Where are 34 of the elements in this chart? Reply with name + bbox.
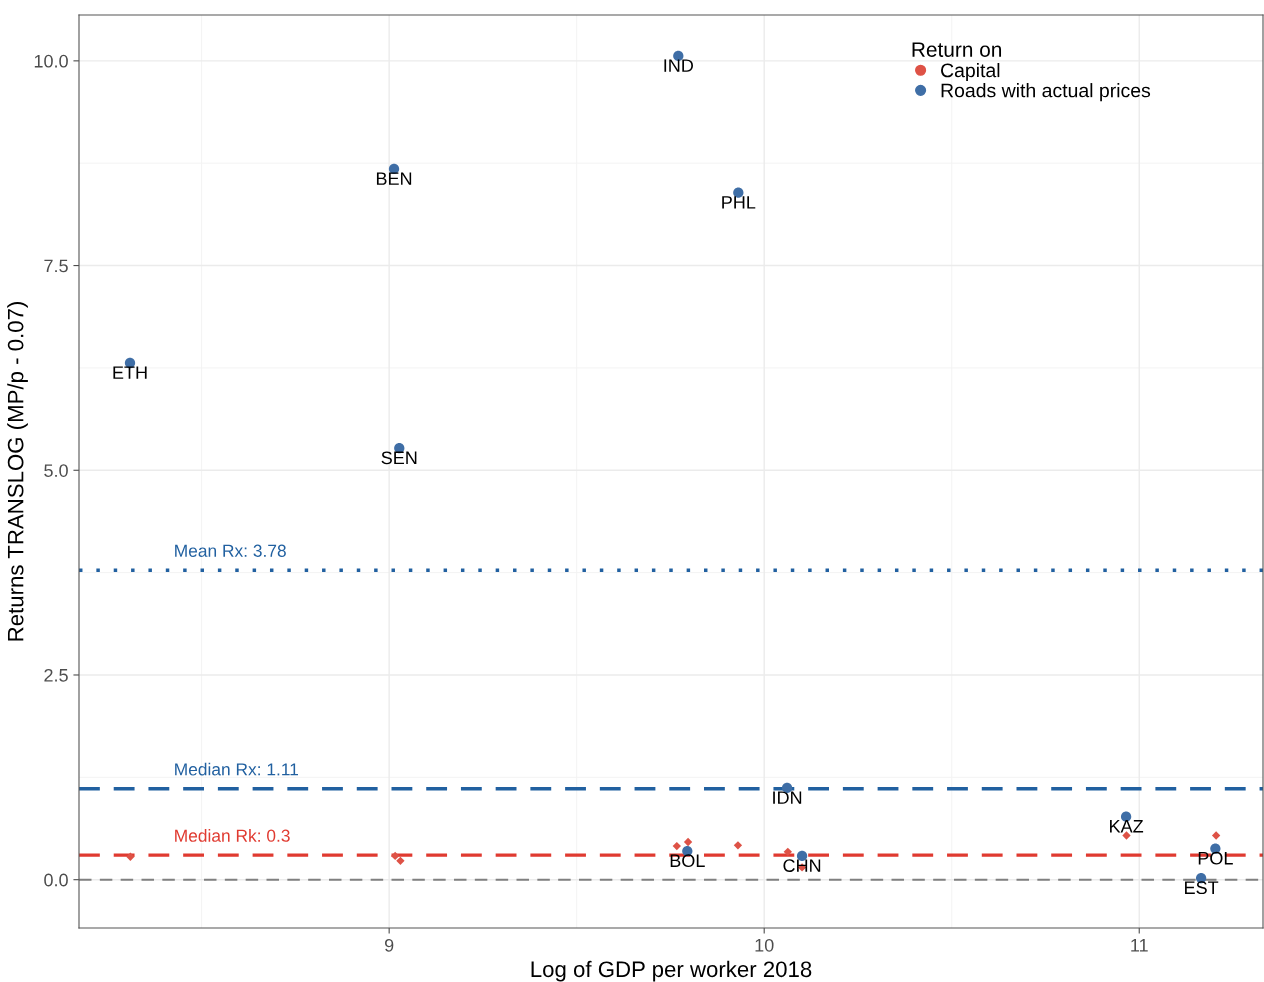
point — [783, 847, 792, 857]
annotation: PHL — [722, 196, 756, 209]
annotation: SEN — [381, 451, 417, 465]
ref-line-label: Median Rk: 0.3 — [175, 829, 290, 842]
annotation: BOL — [670, 854, 705, 868]
annotation: IND — [664, 59, 693, 72]
annotation: CHN — [783, 859, 821, 872]
annotation: IDN — [773, 791, 802, 804]
x-axis-title: Log of GDP per worker 2018 — [531, 960, 812, 982]
y-tick-label: 10.0 — [34, 54, 68, 68]
annotation: ETH — [113, 366, 147, 379]
annotation: BEN — [376, 172, 412, 185]
legend-label: Capital — [941, 63, 1000, 82]
ref-line-label: Median Rx: 1.11 — [175, 762, 299, 776]
x-tick-label: 10 — [755, 938, 774, 952]
x-tick-label: 9 — [384, 938, 394, 952]
annotation: KAZ — [1110, 820, 1144, 833]
ref-line-label: Mean Rx: 3.78 — [175, 544, 286, 557]
y-tick-label: 5.0 — [44, 464, 68, 477]
point — [672, 841, 681, 851]
annotation: EST — [1185, 881, 1219, 895]
point — [390, 851, 400, 861]
point — [683, 837, 693, 847]
legend-title: Return on — [912, 42, 1002, 57]
y-axis-title: Returns TRANSLOG (MP/p - 0.07) — [7, 302, 28, 641]
legend-label: Roads with actual prices — [941, 83, 1151, 102]
y-tick-label: 0.0 — [44, 873, 68, 887]
point — [1211, 831, 1221, 840]
point — [396, 856, 405, 866]
x-tick-label: 11 — [1131, 939, 1148, 952]
point — [126, 852, 135, 861]
y-tick-label: 2.5 — [44, 668, 68, 682]
point — [733, 841, 743, 850]
y-tick-label: 7.5 — [44, 259, 68, 273]
